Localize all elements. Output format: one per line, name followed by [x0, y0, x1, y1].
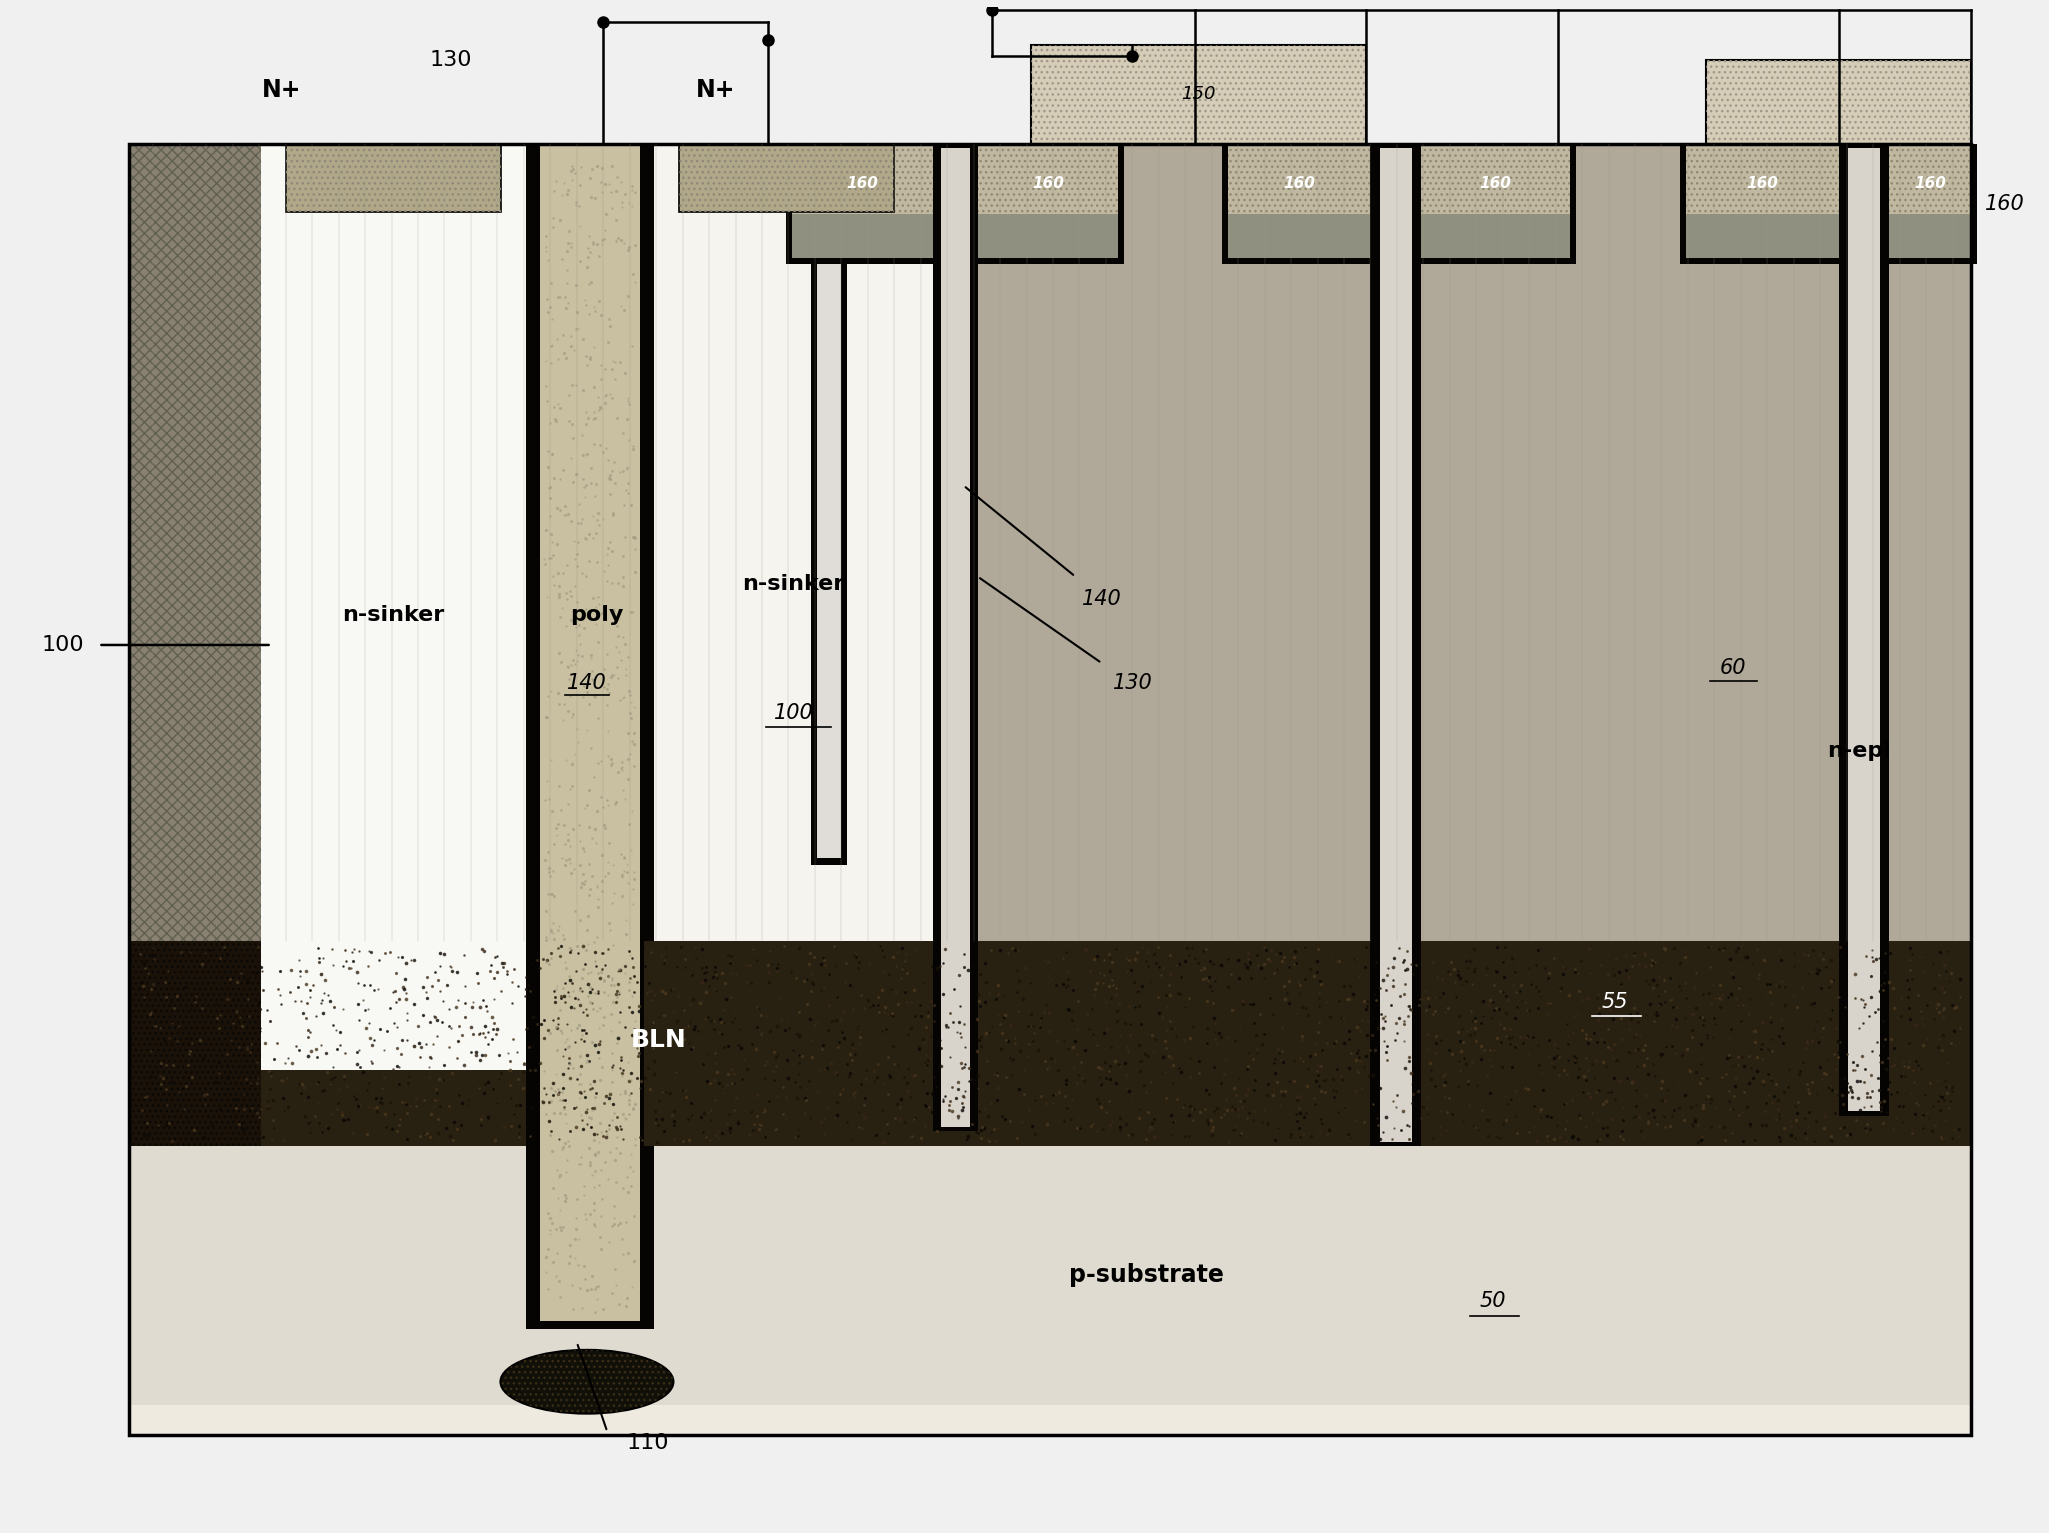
Text: n-epi: n-epi: [1828, 742, 1891, 762]
Bar: [977, 144, 1119, 258]
Text: 130: 130: [430, 51, 471, 71]
Bar: [793, 144, 932, 258]
Bar: [129, 144, 1971, 1435]
Bar: [793, 215, 932, 258]
Bar: [285, 144, 502, 212]
Bar: [262, 144, 527, 1070]
Bar: [129, 941, 262, 1147]
Bar: [129, 1147, 1971, 1435]
Bar: [643, 941, 963, 1147]
Bar: [1227, 144, 1371, 258]
Bar: [1422, 144, 1570, 258]
Bar: [793, 144, 932, 258]
Bar: [971, 144, 1125, 264]
Text: 100: 100: [41, 635, 84, 655]
Text: p-substrate: p-substrate: [1070, 1263, 1223, 1288]
Bar: [1686, 144, 1838, 258]
Ellipse shape: [500, 1351, 674, 1413]
Text: 160: 160: [1479, 176, 1512, 192]
Bar: [527, 144, 654, 1329]
Bar: [1227, 215, 1371, 258]
Text: n-sinker: n-sinker: [742, 575, 844, 595]
Text: 160: 160: [846, 176, 879, 192]
Text: 130: 130: [1113, 673, 1152, 693]
Bar: [977, 215, 1119, 258]
Text: 160: 160: [1033, 176, 1063, 192]
Text: 140: 140: [1082, 589, 1121, 610]
Bar: [129, 144, 1971, 941]
Text: poly: poly: [570, 604, 623, 624]
Text: 160: 160: [1985, 195, 2024, 215]
Bar: [1707, 60, 1971, 144]
Bar: [1031, 44, 1367, 144]
Bar: [129, 941, 1971, 1147]
Bar: [1416, 144, 1576, 264]
Text: 50: 50: [1479, 1291, 1506, 1311]
Bar: [1889, 215, 1971, 258]
Text: 60: 60: [1719, 658, 1746, 678]
Text: BLN: BLN: [631, 1029, 686, 1052]
Text: 140: 140: [568, 673, 607, 693]
Bar: [932, 144, 977, 1131]
Bar: [1848, 149, 1881, 1111]
Text: 160: 160: [1914, 176, 1947, 192]
Bar: [1889, 144, 1971, 258]
Bar: [678, 144, 893, 212]
Bar: [1031, 44, 1367, 144]
Bar: [1379, 149, 1412, 1142]
Bar: [932, 144, 961, 1070]
Text: 160: 160: [1283, 176, 1315, 192]
Bar: [932, 144, 961, 1070]
Text: N+: N+: [695, 78, 736, 103]
Bar: [1686, 215, 1838, 258]
Bar: [1422, 215, 1570, 258]
Bar: [678, 144, 893, 212]
Text: n-sinker: n-sinker: [342, 604, 445, 624]
Bar: [1221, 144, 1377, 264]
Bar: [1707, 60, 1971, 144]
Bar: [977, 144, 1119, 258]
Bar: [940, 149, 969, 1127]
Bar: [1371, 144, 1422, 1147]
Bar: [129, 144, 262, 941]
Bar: [541, 144, 639, 1321]
Bar: [285, 144, 502, 212]
Bar: [1227, 144, 1371, 258]
Bar: [1838, 144, 1889, 1116]
Bar: [1422, 144, 1570, 258]
Bar: [787, 144, 938, 264]
Bar: [129, 941, 262, 1147]
Bar: [129, 1404, 1971, 1435]
Text: 55: 55: [1602, 992, 1629, 1012]
Bar: [1686, 144, 1838, 258]
Bar: [129, 144, 262, 941]
Text: 110: 110: [627, 1432, 670, 1452]
Bar: [811, 144, 848, 865]
Bar: [1889, 144, 1971, 258]
Bar: [654, 144, 932, 1070]
Bar: [818, 152, 842, 857]
Text: N+: N+: [262, 78, 301, 103]
Text: 150: 150: [1182, 86, 1215, 103]
Bar: [1680, 144, 1844, 264]
Bar: [1883, 144, 1977, 264]
Text: 100: 100: [775, 704, 813, 724]
Text: 160: 160: [1746, 176, 1779, 192]
